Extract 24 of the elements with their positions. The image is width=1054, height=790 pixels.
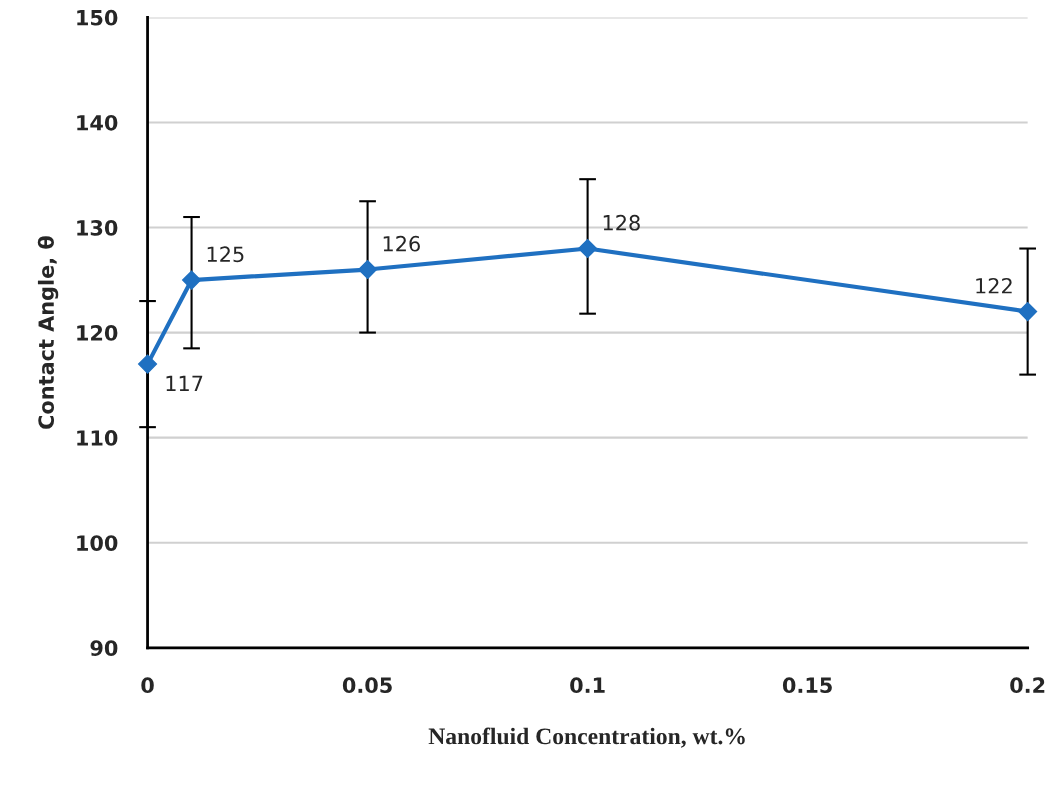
y-tick-label: 150 bbox=[77, 9, 118, 26]
data-label: 128 bbox=[603, 214, 640, 231]
x-tick-label: 0 bbox=[141, 677, 154, 694]
y-tick-label: 100 bbox=[77, 535, 118, 551]
point bbox=[358, 260, 378, 280]
y-tick-label: 110 bbox=[77, 430, 118, 446]
y-tick-label: 90 bbox=[90, 640, 118, 657]
y-tick-label: 130 bbox=[77, 219, 118, 236]
point bbox=[578, 238, 598, 259]
y-tick-label: 140 bbox=[77, 114, 118, 131]
y-axis-title: Contact Angle, θ bbox=[37, 236, 59, 429]
x-tick-label: 0.1 bbox=[570, 677, 605, 694]
x-axis-title: Nanofluid Concentration, wt.% bbox=[428, 727, 745, 748]
data-label: 125 bbox=[207, 246, 244, 263]
x-tick-label: 0.05 bbox=[342, 677, 392, 694]
data-label: 126 bbox=[383, 235, 420, 252]
point bbox=[138, 354, 158, 374]
x-tick-label: 0.15 bbox=[782, 677, 832, 694]
data-label: 117 bbox=[166, 375, 203, 392]
x-tick-label: 0.2 bbox=[1010, 677, 1045, 694]
point bbox=[182, 270, 202, 290]
data-label: 122 bbox=[976, 277, 1012, 294]
point bbox=[1018, 302, 1038, 322]
y-tick-label: 120 bbox=[77, 325, 118, 341]
